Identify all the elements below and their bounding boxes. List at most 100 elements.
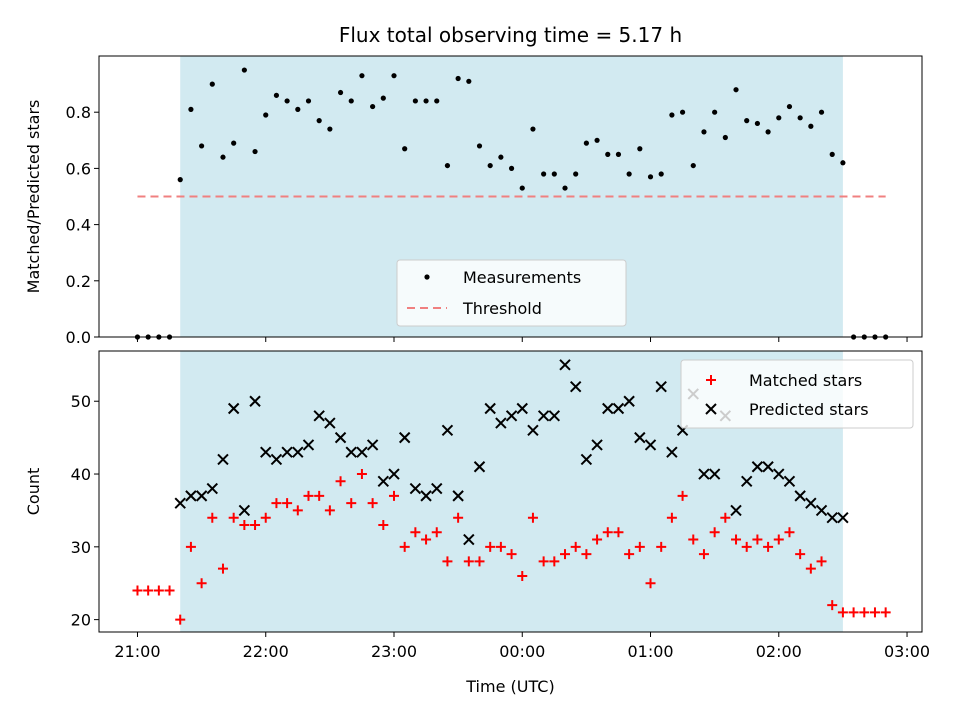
matched-star-point [827,600,838,611]
matched-star-point [624,549,635,560]
matched-star-point [303,490,314,501]
measurement-point [626,171,632,177]
matched-star-point [645,578,656,589]
predicted-star-point [826,511,838,524]
predicted-star-point [227,402,240,415]
matched-star-point [324,505,335,516]
matched-star-point [581,549,592,560]
measurement-point [744,118,750,124]
matched-star-point [143,585,154,596]
measurement-point [786,103,793,110]
predicted-star-point [260,446,272,458]
matched-star-point [805,563,816,574]
measurement-point [498,154,504,160]
measurement-point [337,89,344,96]
predicted-star-point [548,410,561,422]
measurement-point [455,75,461,82]
matched-star-point [495,541,506,552]
predicted-star-point [398,431,411,444]
predicted-star-point [762,461,774,473]
measurement-point [220,154,226,160]
matched-star-point [378,519,389,530]
predicted-star-point [623,395,635,407]
matched-star-point [688,534,699,545]
matched-star-point [880,607,891,618]
matched-star-point [164,585,175,596]
predicted-star-point [249,395,261,407]
predicted-star-point [377,475,390,488]
matched-star-point [442,556,453,567]
measurement-point [679,109,686,115]
measurement-point [829,151,835,157]
legend-box [396,259,627,327]
predicted-star-point [270,453,283,466]
measurement-point [573,171,579,177]
chart-title: Flux total observing time = 5.17 h [339,23,682,47]
x-tick-label: 01:00 [627,642,673,661]
matched-star-point [346,498,357,509]
axes-frame [98,55,923,338]
matched-star-point [239,519,250,530]
x-tick-label: 02:00 [756,642,802,661]
matched-star-point [132,585,143,596]
matched-star-point [410,527,421,538]
matched-star-point [859,607,870,618]
predicted-star-point [302,439,315,451]
matched-star-point [367,498,378,509]
legend-label-matched: Matched stars [749,371,862,390]
predicted-star-point [495,417,507,429]
measurement-point [359,73,365,79]
legend-marker-matched [706,375,716,385]
matched-star-point [592,534,603,545]
predicted-star-point [313,410,325,422]
matched-star-point [453,512,464,523]
top-panel: 0.0 0.2 0.4 0.6 0.8 Flux total observing time… [24,23,923,347]
measurement-point [818,109,825,115]
measurement-point [530,126,536,132]
measurement-point [284,98,290,104]
measurement-point [412,98,418,104]
measurement-point [263,112,269,118]
y-tick-label: 0.0 [66,328,91,347]
measurement-point [733,87,739,93]
predicted-star-point [655,380,667,393]
predicted-star-point [452,490,464,502]
measurement-point [402,146,408,152]
y-tick-label: 0.2 [66,272,91,291]
measurement-point [295,106,301,112]
predicted-star-point [217,453,229,466]
measurement-point [252,148,258,155]
measurement-point [519,185,525,191]
measurement-point [508,165,515,171]
predicted-star-point [281,446,293,458]
matched-star-point [869,607,880,618]
predicted-star-point [388,468,400,480]
measurement-point [444,162,451,169]
measurement-point [701,129,707,135]
predicted-star-point [666,446,678,458]
legend-label-measurements: Measurements [463,268,581,287]
measurement-point [241,67,247,73]
y-tick-label: 0.6 [66,159,91,178]
matched-star-point [271,498,282,509]
predicted-star-point [559,359,571,371]
predicted-star-point [602,402,614,415]
predicted-star-point [441,424,454,437]
measurement-point [305,98,312,104]
y-tick-label: 20 [71,611,91,630]
measurement-point [209,81,215,87]
predicted-star-point [292,446,304,458]
legend-marker-predicted [705,403,717,415]
matched-star-point [388,490,399,501]
predicted-star-point [783,475,796,488]
measurement-point [466,78,472,84]
matched-star-point [634,541,645,552]
matched-star-point [207,512,218,523]
predicted-star-point [463,533,475,546]
predicted-star-point [569,380,582,393]
matched-star-point [602,527,613,538]
matched-star-point [527,512,538,523]
matched-star-point [731,534,742,545]
matched-star-point [677,490,688,501]
